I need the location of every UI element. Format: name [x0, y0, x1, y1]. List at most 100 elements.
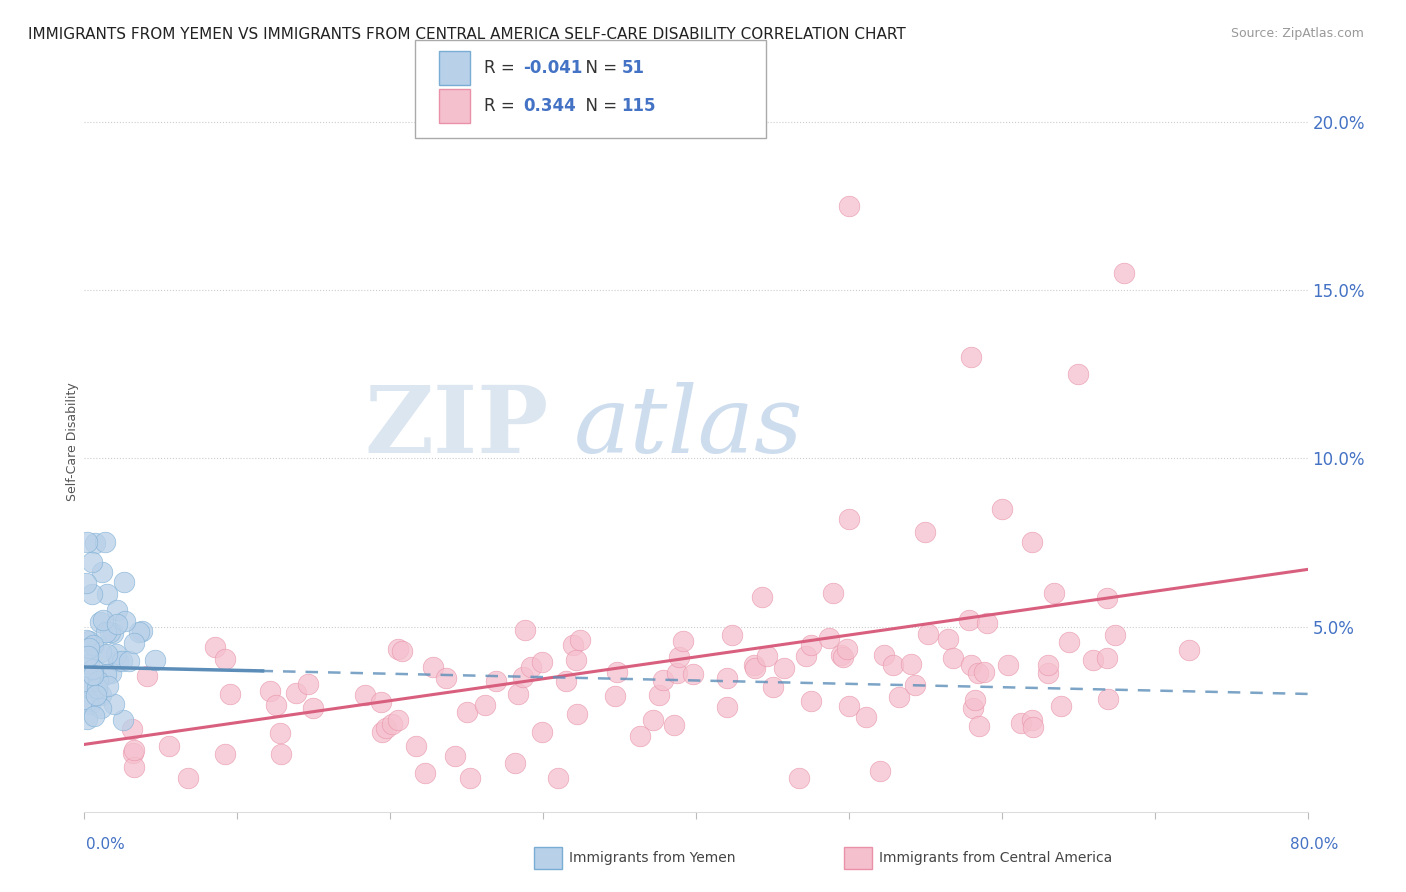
- Point: [1104, 628, 1126, 642]
- Text: ZIP: ZIP: [366, 382, 550, 472]
- Point: [794, 648, 817, 663]
- Point: [82, 638, 104, 652]
- Point: [773, 661, 796, 675]
- Point: [456, 705, 478, 719]
- Point: [79, 633, 101, 648]
- Point: [648, 688, 671, 702]
- Point: [219, 687, 242, 701]
- Text: IMMIGRANTS FROM YEMEN VS IMMIGRANTS FROM CENTRAL AMERICA SELF-CARE DISABILITY CO: IMMIGRANTS FROM YEMEN VS IMMIGRANTS FROM…: [28, 27, 905, 42]
- Point: [1010, 715, 1032, 730]
- Point: [97, 679, 120, 693]
- Point: [565, 707, 588, 722]
- Text: Immigrants from Yemen: Immigrants from Yemen: [569, 851, 735, 865]
- Point: [82, 587, 104, 601]
- Point: [936, 632, 959, 646]
- Point: [101, 626, 124, 640]
- Point: [122, 746, 145, 760]
- Point: [79, 697, 101, 711]
- Point: [959, 658, 981, 673]
- Point: [547, 771, 569, 785]
- Point: [76, 632, 98, 647]
- Point: [503, 756, 526, 771]
- Point: [1097, 651, 1119, 665]
- Point: [405, 739, 427, 754]
- Point: [882, 658, 904, 673]
- Point: [214, 747, 236, 762]
- Point: [1021, 713, 1043, 727]
- Point: [96, 647, 118, 661]
- Point: [520, 659, 543, 673]
- Point: [917, 626, 939, 640]
- Point: [422, 659, 444, 673]
- Point: [997, 657, 1019, 672]
- Point: [869, 764, 891, 778]
- Point: [666, 665, 689, 680]
- Point: [90, 645, 112, 659]
- Text: R =: R =: [484, 97, 520, 115]
- Point: [75, 679, 97, 693]
- Point: [284, 686, 307, 700]
- Point: [90, 688, 112, 702]
- Point: [1043, 586, 1066, 600]
- Text: R =: R =: [484, 59, 520, 77]
- Point: [914, 525, 936, 540]
- Text: N =: N =: [575, 59, 623, 77]
- Point: [682, 666, 704, 681]
- Point: [297, 676, 319, 690]
- Text: Source: ZipAtlas.com: Source: ZipAtlas.com: [1230, 27, 1364, 40]
- Point: [1095, 591, 1118, 606]
- Point: [1097, 692, 1119, 706]
- Point: [122, 742, 145, 756]
- Point: [605, 689, 627, 703]
- Point: [835, 642, 858, 657]
- Point: [1114, 266, 1136, 280]
- Y-axis label: Self-Care Disability: Self-Care Disability: [66, 382, 79, 501]
- Point: [900, 657, 922, 672]
- Point: [672, 634, 695, 648]
- Text: 0.0%: 0.0%: [86, 837, 125, 852]
- Point: [143, 653, 166, 667]
- Point: [105, 617, 128, 632]
- Point: [269, 726, 291, 740]
- Point: [434, 671, 457, 685]
- Text: atlas: atlas: [574, 382, 803, 472]
- Point: [259, 684, 281, 698]
- Point: [270, 747, 292, 761]
- Point: [554, 673, 576, 688]
- Point: [832, 650, 855, 665]
- Point: [374, 721, 396, 735]
- Point: [628, 729, 651, 743]
- Text: -0.041: -0.041: [523, 59, 582, 77]
- Point: [391, 644, 413, 658]
- Point: [77, 694, 100, 708]
- Point: [1021, 535, 1043, 549]
- Point: [751, 591, 773, 605]
- Point: [662, 718, 685, 732]
- Point: [84, 688, 107, 702]
- Point: [742, 658, 765, 673]
- Point: [531, 656, 554, 670]
- Point: [387, 641, 409, 656]
- Point: [562, 638, 585, 652]
- Point: [87, 673, 110, 688]
- Point: [204, 640, 226, 655]
- Point: [264, 698, 287, 712]
- Point: [716, 671, 738, 685]
- Point: [1057, 635, 1080, 649]
- Point: [94, 666, 117, 681]
- Point: [83, 709, 105, 723]
- Point: [744, 661, 766, 675]
- Point: [973, 665, 995, 679]
- Text: 115: 115: [621, 97, 657, 115]
- Point: [82, 662, 104, 676]
- Point: [96, 587, 118, 601]
- Point: [91, 613, 114, 627]
- Point: [135, 669, 157, 683]
- Point: [128, 625, 150, 640]
- Text: Immigrants from Central America: Immigrants from Central America: [879, 851, 1112, 865]
- Point: [90, 701, 112, 715]
- Point: [1049, 698, 1071, 713]
- Point: [960, 351, 983, 365]
- Point: [122, 760, 145, 774]
- Text: 0.344: 0.344: [523, 97, 576, 115]
